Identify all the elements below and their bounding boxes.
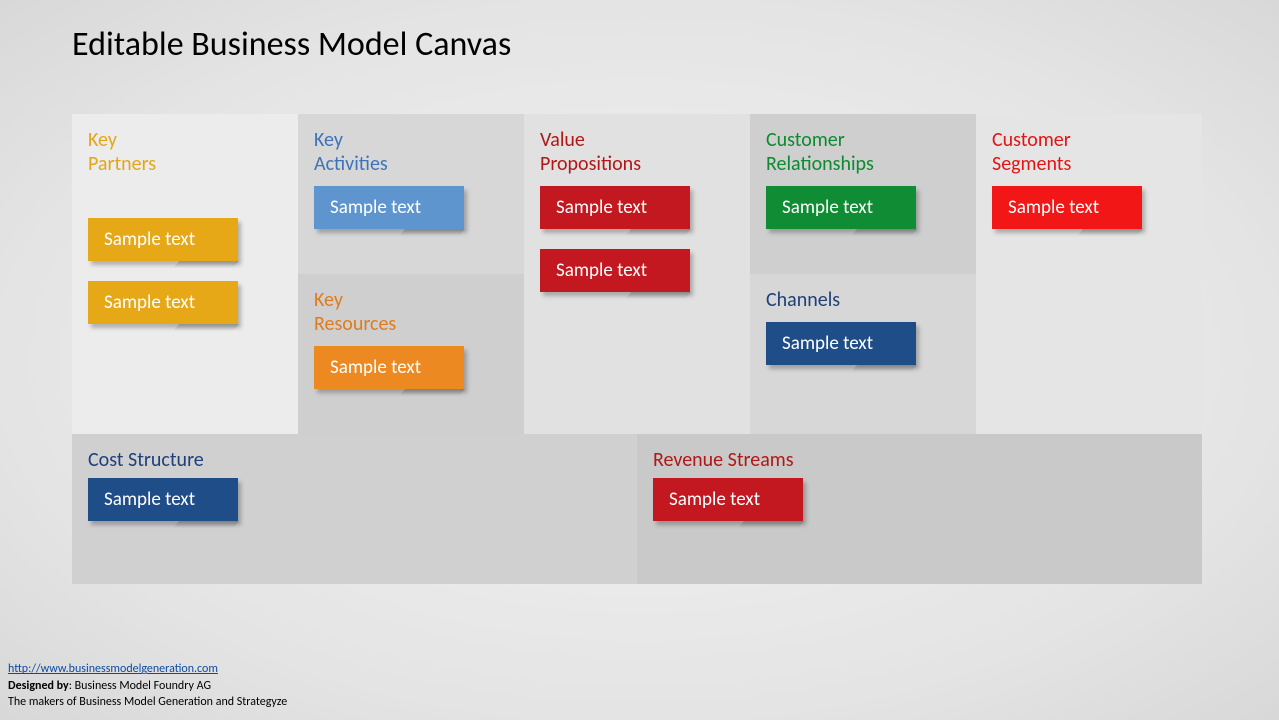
label-customer-relationships: CustomerRelationships — [766, 128, 960, 176]
label-key-resources: KeyResources — [314, 288, 508, 336]
label-key-activities: KeyActivities — [314, 128, 508, 176]
notes-key-activities: Sample text — [314, 186, 508, 229]
note-cost-0[interactable]: Sample text — [88, 478, 238, 521]
note-vp-1[interactable]: Sample text — [540, 249, 690, 292]
footer-designed-by-label: Designed by — [8, 679, 69, 693]
note-kp-0[interactable]: Sample text — [88, 218, 238, 261]
label-channels: Channels — [766, 288, 960, 312]
note-rev-0[interactable]: Sample text — [653, 478, 803, 521]
block-key-activities: KeyActivities Sample text — [298, 114, 524, 274]
notes-key-resources: Sample text — [314, 346, 508, 389]
note-cr-0[interactable]: Sample text — [766, 186, 916, 229]
block-customer-segments: CustomerSegments Sample text — [976, 114, 1202, 434]
note-ch-0[interactable]: Sample text — [766, 322, 916, 365]
notes-value-propositions: Sample text Sample text — [540, 186, 734, 292]
footer: http://www.businessmodelgeneration.com D… — [8, 661, 287, 710]
block-key-resources: KeyResources Sample text — [298, 274, 524, 434]
block-value-propositions: ValuePropositions Sample text Sample text — [524, 114, 750, 434]
footer-line3: The makers of Business Model Generation … — [8, 695, 287, 709]
note-kp-1[interactable]: Sample text — [88, 281, 238, 324]
label-cost-structure: Cost Structure — [88, 448, 621, 472]
notes-key-partners: Sample text Sample text — [88, 218, 282, 324]
footer-designed-by-value: : Business Model Foundry AG — [69, 679, 211, 693]
notes-cost-structure: Sample text — [88, 478, 621, 521]
note-vp-0[interactable]: Sample text — [540, 186, 690, 229]
block-cost-structure: Cost Structure Sample text — [72, 434, 637, 584]
notes-customer-relationships: Sample text — [766, 186, 960, 229]
block-channels: Channels Sample text — [750, 274, 976, 434]
block-customer-relationships: CustomerRelationships Sample text — [750, 114, 976, 274]
notes-channels: Sample text — [766, 322, 960, 365]
note-ka-0[interactable]: Sample text — [314, 186, 464, 229]
footer-link[interactable]: http://www.businessmodelgeneration.com — [8, 662, 218, 676]
block-key-partners: KeyPartners Sample text Sample text — [72, 114, 298, 434]
label-value-propositions: ValuePropositions — [540, 128, 734, 176]
label-key-partners: KeyPartners — [88, 128, 282, 176]
business-model-canvas: KeyPartners Sample text Sample text KeyAc… — [72, 114, 1202, 644]
notes-customer-segments: Sample text — [992, 186, 1186, 229]
label-customer-segments: CustomerSegments — [992, 128, 1186, 176]
note-cs-0[interactable]: Sample text — [992, 186, 1142, 229]
label-revenue-streams: Revenue Streams — [653, 448, 1186, 472]
note-kr-0[interactable]: Sample text — [314, 346, 464, 389]
notes-revenue-streams: Sample text — [653, 478, 1186, 521]
block-revenue-streams: Revenue Streams Sample text — [637, 434, 1202, 584]
page-title: Editable Business Model Canvas — [0, 0, 1279, 65]
